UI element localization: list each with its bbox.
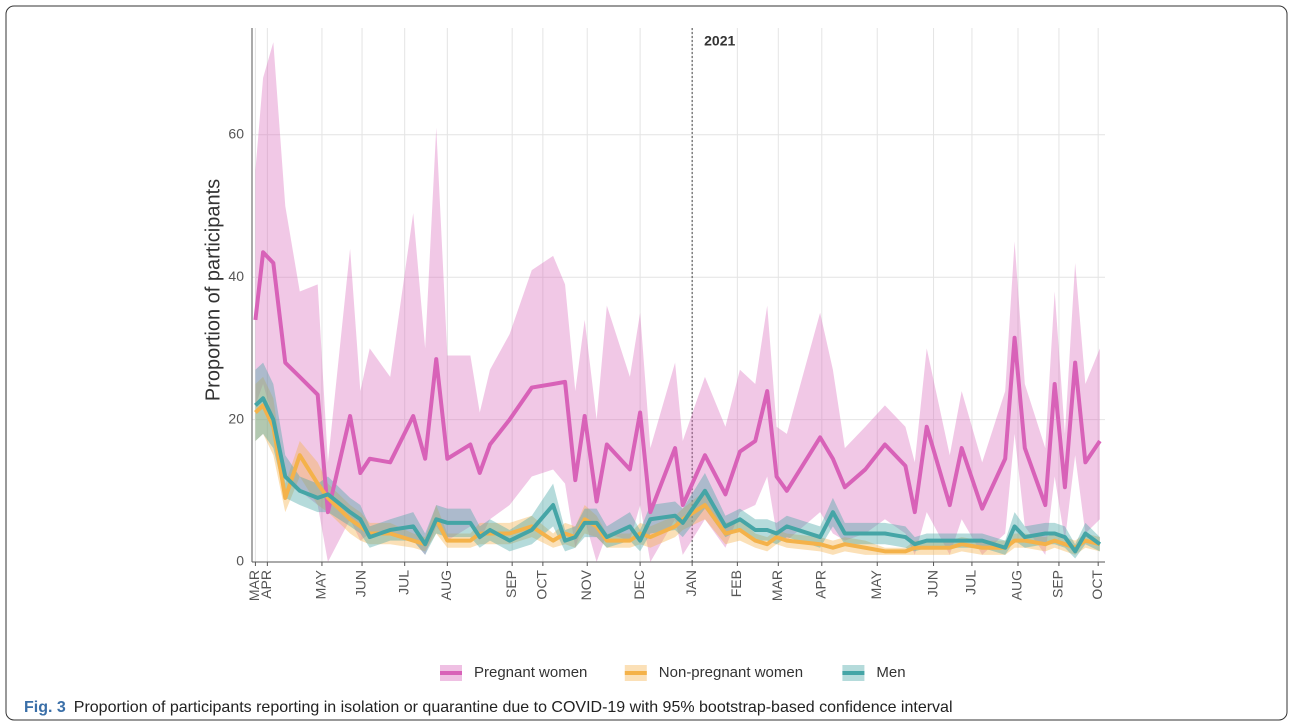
- grid: [252, 28, 1105, 563]
- x-tick-label: OCT: [534, 570, 550, 600]
- y-tick-label: 60: [228, 126, 244, 142]
- x-tick-label: APR: [258, 570, 274, 599]
- y-tick-label: 40: [228, 268, 244, 284]
- x-tick-label: FEB: [728, 570, 744, 597]
- x-tick-label: JUL: [395, 570, 411, 595]
- x-tick-label: SEP: [1050, 570, 1066, 598]
- x-tick-label: APR: [813, 570, 829, 599]
- x-tick-label: JUN: [353, 570, 369, 597]
- x-tick-label: JAN: [683, 570, 699, 596]
- x-tick-label: NOV: [578, 569, 594, 600]
- confidence-band: [255, 362, 1100, 559]
- series-line: [254, 396, 1102, 554]
- caption-label: Fig. 3: [24, 699, 66, 716]
- legend-label: Non-pregnant women: [659, 664, 803, 681]
- caption: Fig. 3 Proportion of participants reporti…: [24, 699, 953, 716]
- y-tick-label: 20: [228, 410, 244, 426]
- x-tick-label: AUG: [438, 570, 454, 600]
- x-tick-label: JUL: [963, 570, 979, 595]
- legend-label: Pregnant women: [474, 664, 587, 681]
- annotation-text: 2021: [704, 33, 735, 49]
- x-tick-label: OCT: [1089, 570, 1105, 600]
- x-tick-label: AUG: [1009, 570, 1025, 600]
- y-axis-label: Proportion of participants: [202, 179, 224, 401]
- x-tick-label: MAY: [313, 569, 329, 599]
- x-tick-label: MAR: [769, 570, 785, 601]
- series-line: [253, 250, 1102, 515]
- legend-label: Men: [876, 664, 905, 681]
- x-tick-label: DEC: [631, 570, 647, 600]
- x-tick-label: MAR: [246, 570, 262, 601]
- y-tick-label: 0: [236, 553, 244, 569]
- x-tick-label: JUN: [924, 570, 940, 597]
- frame: [5, 5, 1288, 721]
- x-tick-label: MAY: [868, 569, 884, 599]
- confidence-band: [255, 42, 1100, 563]
- x-tick-label: SEP: [503, 570, 519, 598]
- caption-text: Proportion of participants reporting in …: [74, 699, 953, 716]
